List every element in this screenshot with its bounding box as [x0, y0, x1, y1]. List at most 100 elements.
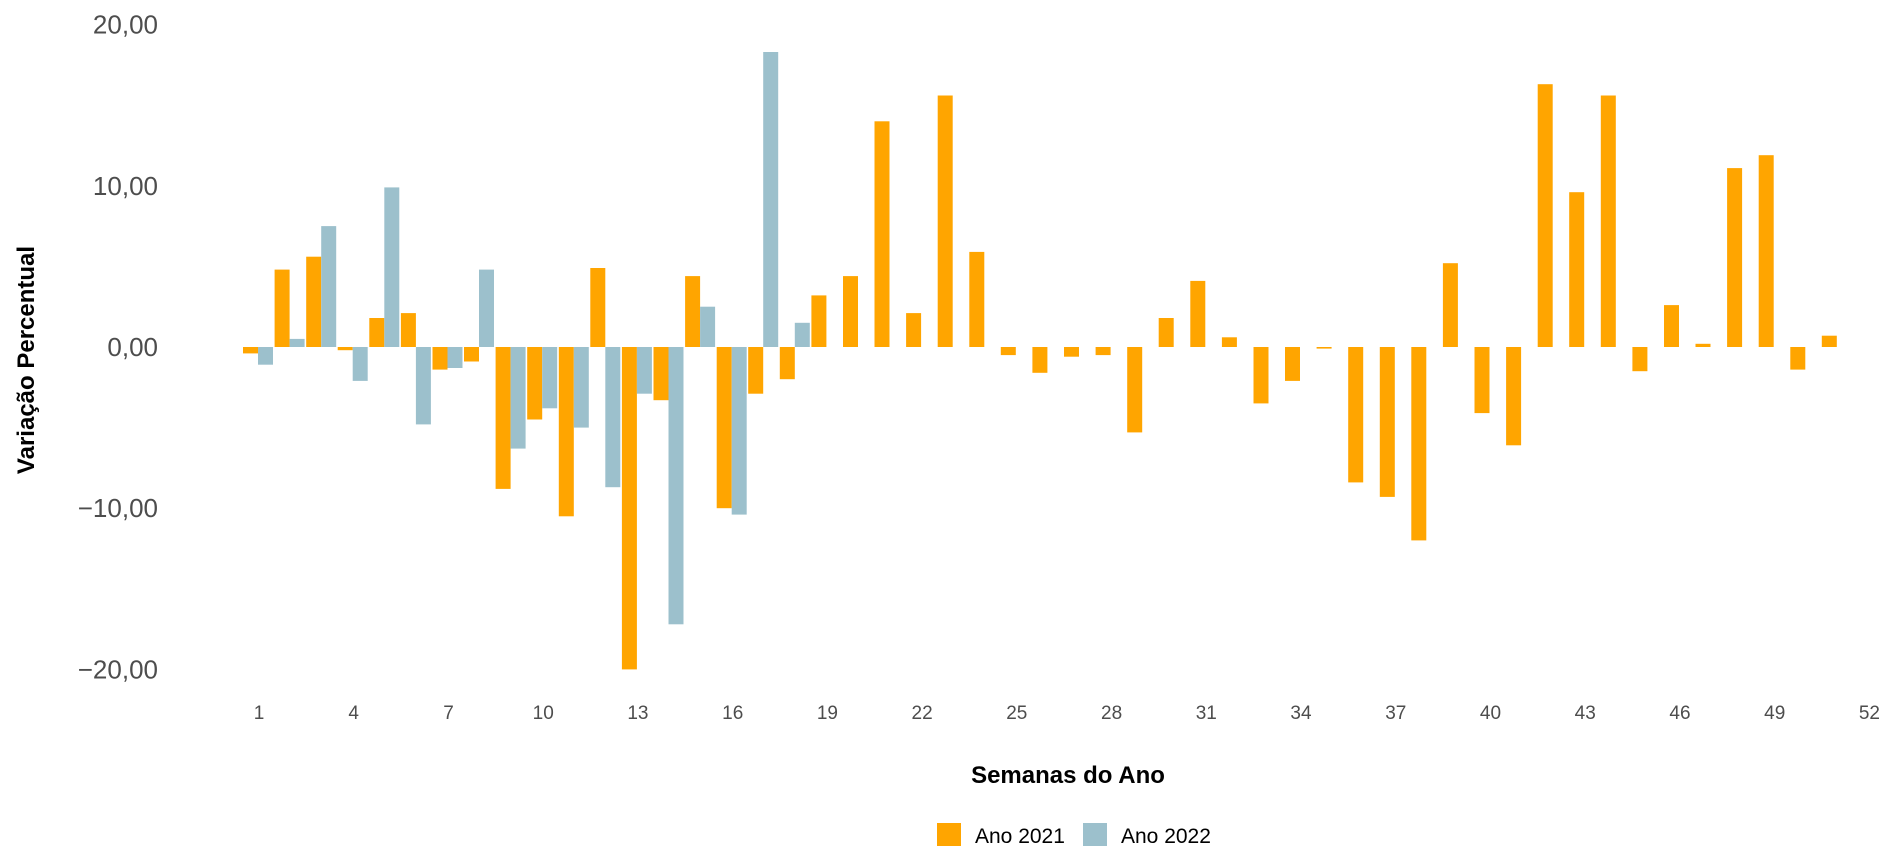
- bar-ano-2021-week-19: [811, 295, 827, 347]
- bar-ano-2021-week-1: [243, 347, 258, 354]
- bar-ano-2021-week-45: [1632, 347, 1648, 372]
- bar-ano-2021-week-33: [1253, 347, 1269, 404]
- bar-ano-2021-week-20: [843, 276, 858, 347]
- x-tick-label: 7: [443, 703, 454, 724]
- bar-ano-2021-week-49: [1758, 155, 1774, 347]
- bar-ano-2022-week-5: [384, 187, 400, 347]
- x-tick-label: 46: [1669, 703, 1690, 724]
- x-tick-label: 22: [912, 703, 933, 724]
- bar-ano-2021-week-34: [1285, 347, 1300, 381]
- x-tick-label: 28: [1101, 703, 1122, 724]
- y-tick-label: 0,00: [107, 332, 158, 362]
- bar-ano-2022-week-6: [415, 347, 431, 425]
- bar-ano-2021-week-48: [1727, 168, 1743, 347]
- x-tick-label: 19: [817, 703, 838, 724]
- bar-ano-2021-week-32: [1221, 337, 1237, 347]
- bar-ano-2021-week-9: [495, 347, 511, 489]
- y-tick-label: 20,00: [93, 10, 158, 40]
- bar-ano-2021-week-5: [369, 318, 385, 347]
- bar-ano-2021-week-25: [1000, 347, 1016, 356]
- x-tick-label: 52: [1859, 703, 1880, 724]
- bar-ano-2021-week-4: [337, 347, 353, 351]
- bar-ano-2021-week-22: [906, 313, 922, 347]
- bar-ano-2021-week-11: [558, 347, 574, 517]
- x-tick-label: 25: [1006, 703, 1027, 724]
- x-tick-label: 49: [1764, 703, 1785, 724]
- legend-swatch-ano-2022: [1083, 823, 1107, 846]
- bar-ano-2021-week-31: [1190, 280, 1206, 347]
- x-tick-label: 34: [1290, 703, 1312, 724]
- bar-ano-2021-week-3: [306, 256, 322, 347]
- bar-ano-2022-week-16: [731, 347, 747, 515]
- x-tick-label: 37: [1385, 703, 1406, 724]
- x-tick-label: 40: [1480, 703, 1501, 724]
- bar-ano-2022-week-13: [636, 347, 652, 394]
- x-tick-label: 13: [627, 703, 648, 724]
- x-tick-label: 43: [1575, 703, 1596, 724]
- y-tick-label: 10,00: [93, 171, 158, 201]
- bar-ano-2022-week-8: [479, 269, 494, 347]
- bar-ano-2021-week-24: [969, 251, 985, 347]
- bar-ano-2021-week-17: [748, 347, 764, 394]
- bar-ano-2021-week-37: [1379, 347, 1395, 497]
- bar-ano-2022-week-1: [258, 347, 273, 365]
- bar-ano-2022-week-12: [605, 347, 621, 488]
- bar-ano-2021-week-8: [464, 347, 479, 362]
- x-axis-title: Semanas do Ano: [971, 762, 1165, 789]
- bar-ano-2021-week-35: [1316, 347, 1332, 349]
- bar-ano-2021-week-44: [1600, 95, 1616, 347]
- bar-ano-2021-week-42: [1537, 84, 1553, 347]
- bar-ano-2021-week-51: [1821, 335, 1837, 347]
- x-axis-ticks: 1 4 7 10 13 16 19 22 25 28 31 34 37 40 43 46 49 52: [254, 703, 1880, 724]
- x-tick-label: 1: [254, 703, 265, 724]
- legend: Ano 2021 Ano 2022: [937, 823, 1211, 846]
- bar-ano-2021-week-26: [1032, 347, 1048, 373]
- y-axis-ticks: 20,00 10,00 0,00 −10,00 −20,00: [78, 10, 158, 685]
- y-tick-label: −10,00: [78, 493, 158, 523]
- bar-ano-2021-week-43: [1569, 192, 1585, 347]
- bar-ano-2021-week-50: [1790, 347, 1806, 370]
- bar-ano-2021-week-12: [590, 268, 606, 347]
- bar-ano-2021-week-21: [874, 121, 890, 347]
- bar-ano-2021-week-47: [1695, 343, 1711, 347]
- bar-ano-2021-week-38: [1411, 347, 1427, 541]
- bar-ano-2022-week-9: [510, 347, 526, 449]
- bar-ano-2022-week-2: [289, 338, 305, 347]
- bar-ano-2021-week-23: [937, 95, 953, 347]
- bar-ano-2021-week-16: [716, 347, 732, 509]
- legend-label-ano-2022: Ano 2022: [1121, 825, 1211, 846]
- bar-ano-2021-week-39: [1442, 263, 1458, 347]
- bar-ano-2021-week-29: [1127, 347, 1143, 433]
- bar-ano-2021-week-2: [274, 269, 290, 347]
- bar-ano-2022-week-4: [352, 347, 368, 381]
- bar-ano-2022-week-17: [763, 52, 779, 347]
- bar-ano-2021-week-6: [400, 313, 416, 347]
- bar-ano-2021-week-27: [1064, 347, 1079, 357]
- y-axis-title: Variação Percentual: [13, 246, 40, 474]
- bar-ano-2022-week-10: [542, 347, 558, 409]
- legend-label-ano-2021: Ano 2021: [975, 825, 1065, 846]
- bar-ano-2022-week-15: [700, 306, 716, 347]
- x-tick-label: 10: [533, 703, 554, 724]
- bar-ano-2021-week-15: [685, 276, 701, 347]
- bar-ano-2022-week-18: [794, 322, 810, 347]
- x-tick-label: 4: [348, 703, 359, 724]
- bar-ano-2021-week-18: [779, 347, 795, 380]
- x-tick-label: 16: [722, 703, 743, 724]
- bar-ano-2022-week-3: [321, 226, 337, 347]
- bar-ano-2021-week-7: [432, 347, 448, 370]
- bar-ano-2021-week-41: [1506, 347, 1522, 446]
- bar-ano-2021-week-10: [527, 347, 543, 420]
- bar-ano-2021-week-40: [1474, 347, 1490, 414]
- bars-layer: [243, 52, 1837, 670]
- bar-ano-2022-week-14: [668, 347, 684, 625]
- bar-ano-2021-week-36: [1348, 347, 1364, 483]
- bar-ano-2021-week-14: [653, 347, 669, 401]
- bar-ano-2022-week-7: [447, 347, 463, 368]
- bar-ano-2022-week-11: [573, 347, 589, 428]
- bar-ano-2021-week-46: [1664, 305, 1679, 347]
- bar-ano-2021-week-28: [1095, 347, 1111, 356]
- y-tick-label: −20,00: [78, 654, 158, 684]
